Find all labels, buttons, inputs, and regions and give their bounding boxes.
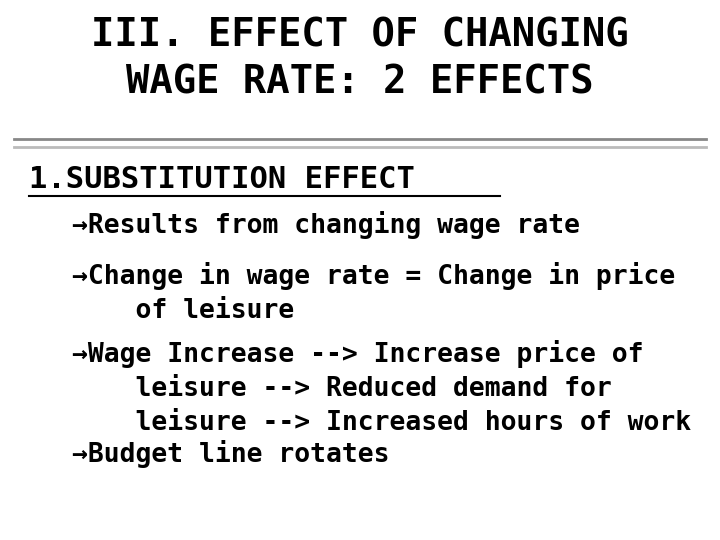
Text: →Budget line rotates: →Budget line rotates	[72, 440, 390, 468]
Text: →Results from changing wage rate: →Results from changing wage rate	[72, 211, 580, 239]
Text: →Change in wage rate = Change in price
    of leisure: →Change in wage rate = Change in price o…	[72, 262, 675, 324]
Text: →Wage Increase --> Increase price of
    leisure --> Reduced demand for
    leis: →Wage Increase --> Increase price of lei…	[72, 340, 691, 436]
Text: 1.SUBSTITUTION EFFECT: 1.SUBSTITUTION EFFECT	[29, 165, 415, 194]
Text: III. EFFECT OF CHANGING
WAGE RATE: 2 EFFECTS: III. EFFECT OF CHANGING WAGE RATE: 2 EFF…	[91, 16, 629, 101]
